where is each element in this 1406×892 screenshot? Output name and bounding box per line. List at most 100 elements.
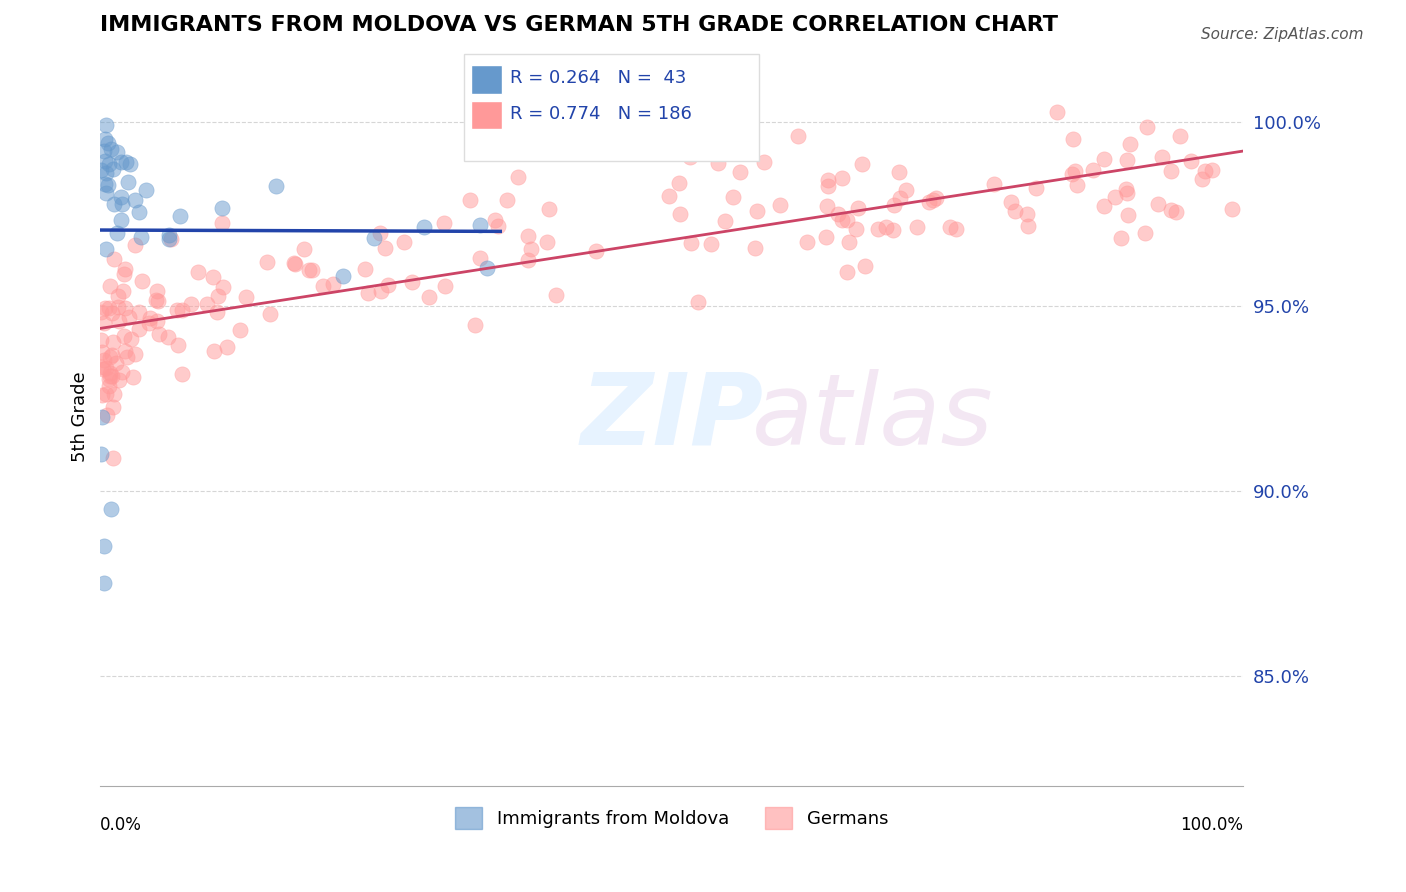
Point xyxy=(1160,163,1182,178)
Point xyxy=(918,194,941,209)
Point xyxy=(796,235,818,250)
Point xyxy=(905,220,928,235)
Point xyxy=(145,293,167,307)
Point xyxy=(135,183,157,197)
Point xyxy=(148,327,170,342)
Point xyxy=(1004,204,1026,219)
Point xyxy=(301,263,323,277)
Point xyxy=(96,408,118,422)
Point xyxy=(714,213,737,227)
Point xyxy=(94,242,117,256)
Point xyxy=(107,300,129,314)
Point xyxy=(1046,104,1069,119)
Point xyxy=(117,175,139,189)
Point xyxy=(883,197,905,211)
Point xyxy=(101,306,124,320)
Point xyxy=(889,191,911,205)
Text: ZIP: ZIP xyxy=(581,368,763,466)
Point xyxy=(98,279,121,293)
Point xyxy=(853,259,876,273)
Point xyxy=(392,235,415,250)
Point xyxy=(118,310,141,325)
Point xyxy=(98,372,121,386)
Point xyxy=(98,368,121,383)
Point xyxy=(721,190,744,204)
Point xyxy=(94,166,117,180)
Point xyxy=(111,197,134,211)
Text: IMMIGRANTS FROM MOLDOVA VS GERMAN 5TH GRADE CORRELATION CHART: IMMIGRANTS FROM MOLDOVA VS GERMAN 5TH GR… xyxy=(100,15,1059,35)
Point xyxy=(94,186,117,200)
Text: R = 0.774   N = 186: R = 0.774 N = 186 xyxy=(510,105,692,123)
Point xyxy=(90,333,112,347)
Point xyxy=(700,237,723,252)
Point xyxy=(202,344,225,359)
Point xyxy=(110,212,132,227)
Point xyxy=(103,335,125,350)
Point xyxy=(516,252,538,267)
Point xyxy=(1104,190,1126,204)
Point xyxy=(169,209,191,223)
Point xyxy=(486,219,509,234)
Point xyxy=(1115,153,1137,167)
Point xyxy=(1164,205,1187,219)
Point xyxy=(172,302,194,317)
Point xyxy=(114,261,136,276)
Point xyxy=(357,286,380,301)
Point xyxy=(827,207,849,221)
Point xyxy=(1017,219,1039,233)
Point xyxy=(1146,196,1168,211)
Point xyxy=(98,350,121,364)
Point xyxy=(90,162,112,177)
Point xyxy=(484,213,506,227)
Point xyxy=(256,255,278,269)
Text: R = 0.264   N =  43: R = 0.264 N = 43 xyxy=(510,70,686,87)
Point xyxy=(112,329,135,343)
Point xyxy=(845,221,868,235)
Point xyxy=(97,136,120,151)
Point xyxy=(166,302,188,317)
Point xyxy=(187,265,209,279)
Point xyxy=(1092,153,1115,167)
Point xyxy=(103,196,125,211)
Point xyxy=(112,285,135,299)
Point xyxy=(108,373,131,387)
Point xyxy=(94,387,117,401)
Point xyxy=(831,212,853,227)
Point xyxy=(114,301,136,316)
Point xyxy=(114,344,136,359)
Point xyxy=(786,129,808,144)
Point xyxy=(896,184,918,198)
Point xyxy=(97,178,120,193)
Point xyxy=(1119,137,1142,152)
Point xyxy=(1092,199,1115,213)
Point xyxy=(1109,230,1132,244)
Point xyxy=(769,198,792,212)
Point xyxy=(298,262,321,277)
Point xyxy=(103,400,125,414)
Point xyxy=(681,235,703,250)
Point xyxy=(418,290,440,304)
Point xyxy=(94,154,117,169)
Point xyxy=(519,242,541,256)
Point xyxy=(138,316,160,330)
Point xyxy=(93,576,115,591)
Point xyxy=(688,295,710,310)
Point xyxy=(412,220,434,235)
Point xyxy=(354,262,377,277)
Point xyxy=(159,232,181,246)
Legend: Immigrants from Moldova, Germans: Immigrants from Moldova, Germans xyxy=(449,800,896,837)
Point xyxy=(98,367,121,381)
Point xyxy=(90,359,112,374)
Point xyxy=(90,345,112,359)
Point xyxy=(1062,132,1084,146)
Point xyxy=(205,305,228,319)
Point xyxy=(495,193,517,207)
Point xyxy=(458,194,481,208)
Point xyxy=(90,410,112,425)
Point xyxy=(730,133,752,147)
Point xyxy=(93,540,115,554)
Point xyxy=(838,235,860,249)
Point xyxy=(938,220,960,235)
Point xyxy=(332,269,354,284)
Point xyxy=(1000,195,1022,210)
